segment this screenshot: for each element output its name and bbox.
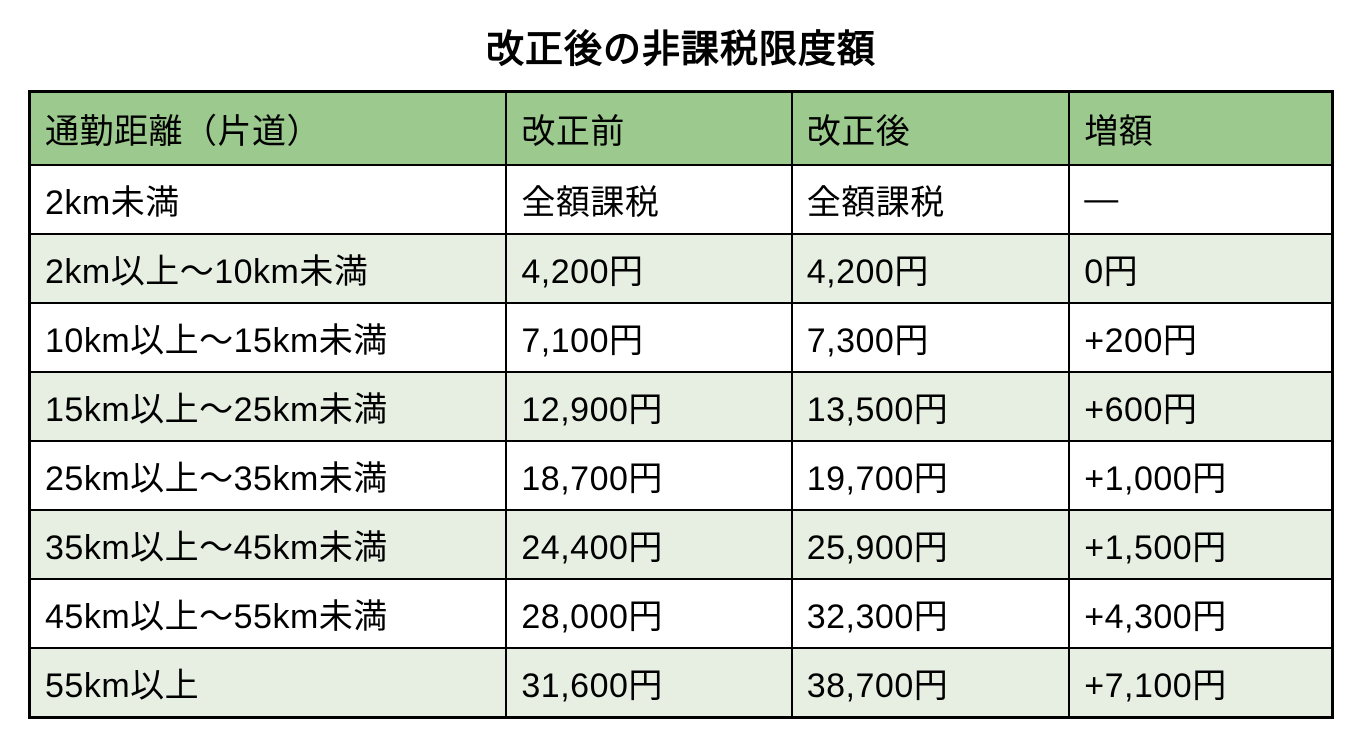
cell-distance: 35km以上〜45km未満 [28,509,508,580]
table-row: 25km以上〜35km未満 18,700円 19,700円 +1,000円 [28,440,1334,511]
cell-after: 38,700円 [790,647,1071,719]
cell-increase: 0円 [1068,233,1334,304]
cell-increase: +200円 [1068,302,1334,373]
cell-increase: +7,100円 [1068,647,1334,719]
cell-increase: +1,500円 [1068,509,1334,580]
cell-after: 7,300円 [790,302,1071,373]
cell-before: 7,100円 [505,302,793,373]
cell-before: 全額課税 [505,164,793,235]
page-title: 改正後の非課税限度額 [485,29,876,71]
cell-distance: 55km以上 [28,647,508,719]
header-cell-after: 改正後 [790,90,1071,166]
cell-before: 4,200円 [505,233,793,304]
table-row: 2km未満 全額課税 全額課税 — [28,164,1334,235]
header-cell-increase: 増額 [1068,90,1334,166]
cell-after: 13,500円 [790,371,1071,442]
cell-after: 32,300円 [790,578,1071,649]
table-row: 15km以上〜25km未満 12,900円 13,500円 +600円 [28,371,1334,442]
table-row: 45km以上〜55km未満 28,000円 32,300円 +4,300円 [28,578,1334,649]
cell-before: 28,000円 [505,578,793,649]
cell-distance: 25km以上〜35km未満 [28,440,508,511]
cell-increase: +600円 [1068,371,1334,442]
cell-before: 12,900円 [505,371,793,442]
allowance-table: 通勤距離（片道） 改正前 改正後 増額 2km未満 全額課税 全額課税 —2km以上〜10k… [28,90,1334,719]
cell-after: 4,200円 [790,233,1071,304]
cell-distance: 10km以上〜15km未満 [28,302,508,373]
cell-distance: 15km以上〜25km未満 [28,371,508,442]
cell-increase: — [1068,164,1334,235]
cell-after: 全額課税 [790,164,1071,235]
table-row: 2km以上〜10km未満 4,200円 4,200円 0円 [28,233,1334,304]
table-row: 10km以上〜15km未満 7,100円 7,300円 +200円 [28,302,1334,373]
cell-before: 24,400円 [505,509,793,580]
cell-distance: 2km未満 [28,164,508,235]
cell-distance: 45km以上〜55km未満 [28,578,508,649]
cell-before: 31,600円 [505,647,793,719]
header-cell-distance: 通勤距離（片道） [28,90,508,166]
table-row: 55km以上 31,600円 38,700円 +7,100円 [28,647,1334,719]
cell-distance: 2km以上〜10km未満 [28,233,508,304]
cell-increase: +1,000円 [1068,440,1334,511]
cell-before: 18,700円 [505,440,793,511]
header-cell-before: 改正前 [505,90,793,166]
cell-increase: +4,300円 [1068,578,1334,649]
header-row: 通勤距離（片道） 改正前 改正後 増額 [28,90,1334,166]
table-header: 通勤距離（片道） 改正前 改正後 増額 [28,90,1334,166]
table-row: 35km以上〜45km未満 24,400円 25,900円 +1,500円 [28,509,1334,580]
cell-after: 25,900円 [790,509,1071,580]
table-body: 2km未満 全額課税 全額課税 —2km以上〜10km未満 4,200円 4,200円 0円… [28,164,1334,719]
cell-after: 19,700円 [790,440,1071,511]
